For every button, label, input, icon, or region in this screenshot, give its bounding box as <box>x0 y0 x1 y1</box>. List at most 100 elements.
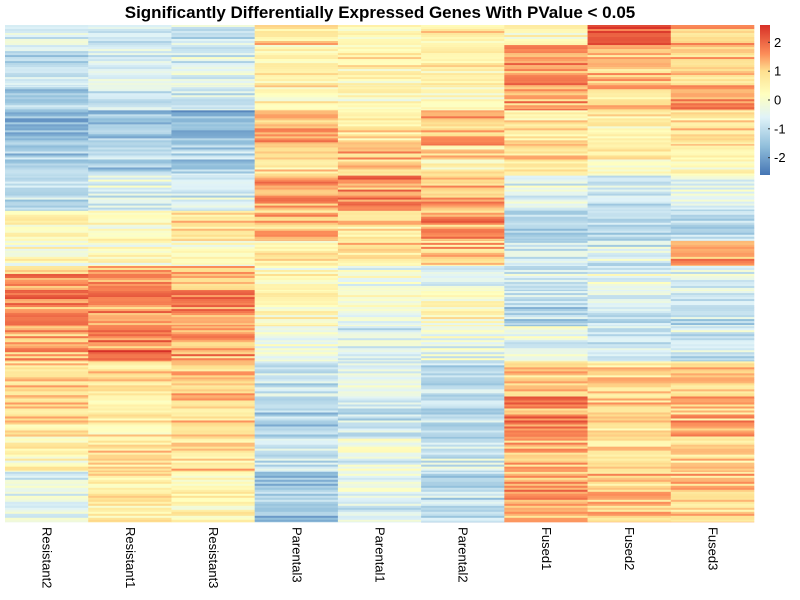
heatmap-cell <box>5 199 89 202</box>
heatmap-cell <box>171 283 255 287</box>
heatmap-cell <box>421 285 505 289</box>
heatmap-cell <box>5 107 89 110</box>
heatmap-cell <box>254 116 339 119</box>
heatmap-cell <box>171 264 255 267</box>
heatmap-cell <box>254 199 339 202</box>
heatmap-cell <box>254 289 339 292</box>
heatmap-cell <box>337 354 422 357</box>
heatmap-cell <box>254 477 339 481</box>
heatmap-cell <box>670 93 755 96</box>
heatmap-cell <box>421 128 505 131</box>
heatmap-cell <box>421 507 505 511</box>
heatmap-cell <box>171 412 255 415</box>
heatmap-cell <box>5 187 89 190</box>
heatmap-cell <box>254 99 339 102</box>
heatmap-cell <box>421 428 505 431</box>
heatmap-cell <box>337 262 422 266</box>
heatmap-cell <box>421 400 505 403</box>
heatmap-cell <box>421 212 505 216</box>
heatmap-cell <box>504 289 588 292</box>
heatmap-cell <box>504 144 588 146</box>
heatmap-cell <box>5 387 89 390</box>
heatmap-cell <box>5 35 89 38</box>
heatmap-cell <box>504 438 588 441</box>
heatmap-cell <box>5 151 89 154</box>
heatmap-cell <box>587 258 672 262</box>
heatmap-cell <box>88 434 172 437</box>
heatmap-cell <box>337 285 422 289</box>
heatmap-cell <box>670 173 755 176</box>
heatmap-cell <box>254 442 339 445</box>
heatmap-cell <box>670 501 755 505</box>
heatmap-cell <box>5 197 89 200</box>
heatmap-cell <box>171 142 255 145</box>
heatmap-cell <box>337 420 422 423</box>
heatmap-cell <box>504 385 588 388</box>
heatmap-cell <box>587 466 672 469</box>
heatmap-cell <box>670 315 755 318</box>
heatmap-cell <box>587 442 672 445</box>
heatmap-cell <box>337 39 422 42</box>
heatmap-cell <box>171 55 255 58</box>
heatmap-cell <box>421 281 505 285</box>
heatmap-cell <box>171 410 255 413</box>
heatmap-cell <box>504 25 588 28</box>
heatmap-cell <box>5 446 89 449</box>
heatmap-cell <box>504 369 588 372</box>
heatmap-cell <box>5 258 89 262</box>
heatmap-cell <box>504 402 588 405</box>
heatmap-cell <box>5 354 89 357</box>
heatmap-cell <box>254 468 339 471</box>
heatmap-cell <box>421 73 505 76</box>
heatmap-cell <box>171 163 255 166</box>
heatmap-cell <box>88 191 172 194</box>
heatmap-cell <box>5 101 89 104</box>
heatmap-cell <box>88 499 172 503</box>
heatmap-cell <box>5 299 89 302</box>
heatmap-cell <box>337 199 422 202</box>
heatmap-cell <box>88 450 172 453</box>
heatmap-cell <box>171 267 255 271</box>
heatmap-cell <box>587 57 672 60</box>
heatmap-cell <box>587 325 672 327</box>
heatmap-cell <box>254 462 339 465</box>
heatmap-cell <box>504 317 588 320</box>
heatmap-cell <box>337 501 422 505</box>
heatmap-cell <box>587 432 672 435</box>
heatmap-cell <box>5 93 89 96</box>
heatmap-cell <box>421 75 505 78</box>
heatmap-cell <box>5 218 89 222</box>
heatmap-cell <box>587 338 672 341</box>
heatmap-cell <box>5 69 89 72</box>
heatmap-cell <box>171 473 255 477</box>
heatmap-cell <box>421 348 505 351</box>
heatmap-cell <box>421 289 505 292</box>
heatmap-cell <box>504 258 588 262</box>
heatmap-cell <box>171 269 255 273</box>
heatmap-cell <box>254 319 339 322</box>
heatmap-cell <box>421 414 505 417</box>
heatmap-cell <box>504 400 588 403</box>
heatmap-cell <box>587 157 672 160</box>
heatmap-cell <box>88 404 172 407</box>
heatmap-cell <box>171 258 255 262</box>
heatmap-cell <box>504 120 588 123</box>
heatmap-cell <box>504 412 588 415</box>
heatmap-cell <box>504 107 588 110</box>
heatmap-cell <box>254 466 339 469</box>
heatmap-cell <box>5 395 89 397</box>
heatmap-cell <box>587 473 672 477</box>
heatmap-cell <box>421 360 505 362</box>
heatmap-cell <box>670 338 755 341</box>
heatmap-cell <box>171 134 255 137</box>
heatmap-cell <box>670 356 755 359</box>
heatmap-cell <box>587 75 672 78</box>
heatmap-cell <box>88 149 172 152</box>
heatmap-cell <box>670 432 755 435</box>
heatmap-cell <box>88 71 172 74</box>
heatmap-cell <box>254 248 339 252</box>
heatmap-cell <box>337 424 422 427</box>
heatmap-cell <box>5 264 89 267</box>
heatmap-cell <box>171 91 255 94</box>
column-label: Fused2 <box>622 527 637 570</box>
